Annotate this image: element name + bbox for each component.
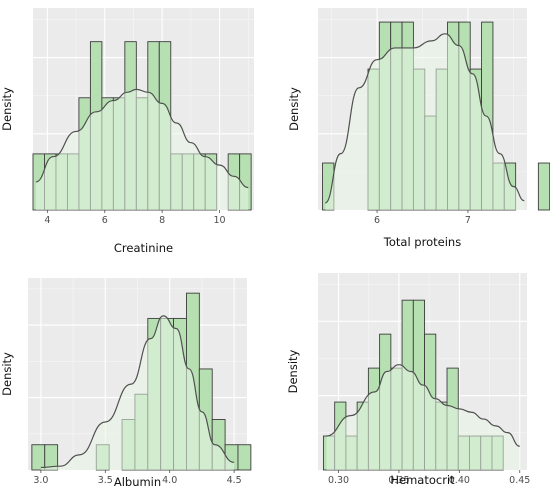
histogram-bar — [537, 162, 550, 211]
x-axis-title: Creatinine — [114, 241, 173, 255]
x-tick-label: 3.0 — [33, 475, 48, 486]
x-tick-label: 4.5 — [227, 475, 242, 486]
creatinine-panel: 4 6 8 10 Creatinine Density — [0, 0, 275, 258]
x-tick-label: 0.35 — [388, 475, 409, 486]
y-axis-title: Density — [0, 87, 14, 131]
x-tick-label: 4.0 — [162, 475, 177, 486]
total-proteins-panel: 6 7 Total proteins Density — [275, 0, 550, 258]
density-curve — [324, 33, 525, 204]
x-tick-label: 4 — [44, 215, 50, 226]
y-axis-title: Density — [287, 87, 301, 131]
x-tick-label: 3.5 — [98, 475, 113, 486]
x-tick-label: 6 — [374, 215, 380, 226]
creatinine-histogram: 4 6 8 10 Creatinine Density — [0, 8, 254, 255]
hematocrit-panel: 0.30 0.35 0.40 0.45 Hematocrit Density — [275, 258, 550, 504]
histogram-bar — [237, 444, 252, 471]
albumin-histogram: 3.0 3.5 4.0 4.5 Albumin Density — [0, 278, 252, 489]
x-tick-label: 10 — [214, 215, 226, 226]
x-axis-title: Hematocrit — [390, 473, 455, 487]
histogram-bar — [31, 444, 46, 471]
density-curve — [40, 315, 235, 469]
x-tick-label: 0.45 — [509, 475, 530, 486]
x-tick-label: 6 — [102, 215, 108, 226]
density-area — [35, 89, 249, 210]
density-curve — [35, 88, 249, 189]
density-area — [325, 33, 525, 211]
x-axis-title: Albumin — [114, 475, 161, 489]
density-area — [40, 315, 235, 470]
density-area — [326, 364, 520, 470]
x-axis-title: Total proteins — [383, 235, 461, 249]
x-tick-label: 7 — [465, 215, 471, 226]
albumin-panel: 3.0 3.5 4.0 4.5 Albumin Density — [0, 258, 275, 504]
y-axis-title: Density — [286, 349, 300, 393]
total-proteins-histogram: 6 7 Total proteins Density — [287, 8, 550, 249]
density-curve — [326, 364, 520, 447]
x-tick-label: 0.40 — [449, 475, 470, 486]
y-axis-title: Density — [0, 352, 14, 396]
x-tick-label: 0.30 — [328, 475, 349, 486]
hematocrit-histogram: 0.30 0.35 0.40 0.45 Hematocrit Density — [286, 273, 530, 487]
x-tick-label: 8 — [159, 215, 165, 226]
